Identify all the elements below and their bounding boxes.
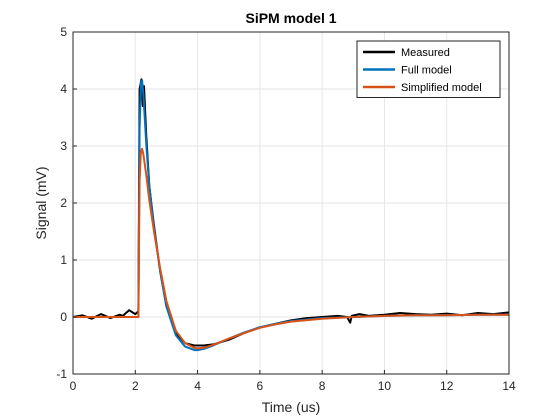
y-tick-label: -1	[56, 367, 67, 381]
x-tick-label: 12	[440, 379, 454, 393]
y-tick-label: 5	[60, 25, 67, 39]
legend-entry-label: Full model	[401, 65, 452, 77]
legend: Measured Full model Simplified model	[356, 40, 501, 98]
series-line-measured	[72, 78, 510, 347]
chart-title: SiPM model 1	[245, 10, 336, 26]
x-tick-label: 8	[319, 379, 326, 393]
x-tick-label: 4	[194, 379, 201, 393]
series-line-simplified-model	[73, 147, 509, 350]
y-tick-label: 2	[60, 196, 67, 210]
series-layer	[72, 78, 510, 352]
y-tick-label: 4	[60, 82, 67, 96]
legend-entry-label: Simplified model	[401, 82, 482, 94]
y-tick-label: 1	[60, 253, 67, 267]
x-axis-label: Time (us)	[262, 399, 321, 415]
y-tick-label: 0	[60, 310, 67, 324]
y-tick-label: 3	[60, 139, 67, 153]
y-axis-label: Signal (mV)	[33, 166, 49, 239]
x-tick-label: 0	[70, 379, 77, 393]
x-tick-label: 2	[132, 379, 139, 393]
x-tick-label: 14	[502, 379, 516, 393]
x-tick-label: 6	[257, 379, 264, 393]
legend-entry-label: Measured	[401, 47, 450, 59]
x-tick-label: 10	[378, 379, 392, 393]
